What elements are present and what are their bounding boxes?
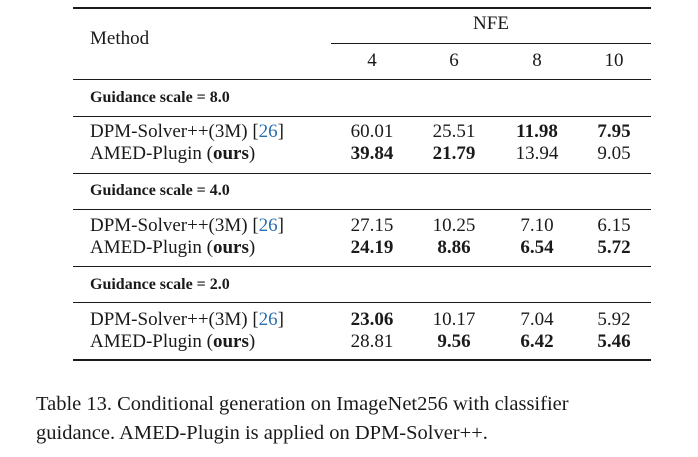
value-cell: 60.01 (350, 121, 394, 142)
value-cell: 28.81 (350, 331, 394, 352)
method-name: DPM-Solver++(3M) [ (90, 309, 259, 330)
method-header: Method (90, 28, 150, 49)
method-cell: AMED-Plugin (ours) (90, 143, 255, 165)
caption-line-2: guidance. AMED-Plugin is applied on DPM-… (36, 422, 488, 444)
value-cell: 9.05 (597, 143, 631, 164)
value-cell-best: 8.86 (437, 237, 471, 258)
value-cell: 7.10 (520, 215, 554, 236)
value-cell-best: 6.42 (520, 331, 554, 352)
value-cell-best: 5.46 (597, 331, 631, 352)
citation-link[interactable]: 26 (258, 309, 278, 330)
value-cell: 5.92 (597, 309, 631, 330)
nfe-col-4: 4 (367, 50, 377, 71)
group-2-top-rule (73, 173, 651, 174)
caption-line-1: Table 13. Conditional generation on Imag… (36, 393, 569, 415)
nfe-header: NFE (473, 13, 509, 34)
method-cell: DPM-Solver++(3M) [26] (90, 215, 284, 237)
value-cell: 13.94 (515, 143, 559, 164)
header-rule (73, 79, 651, 80)
citation-link[interactable]: 26 (258, 215, 278, 236)
method-suffix: ] (277, 215, 284, 236)
value-cell-best: 5.72 (597, 237, 631, 258)
value-cell-best: 21.79 (432, 143, 476, 164)
group-3-top-rule (73, 266, 651, 267)
ours-label: ours (212, 331, 249, 352)
method-name: AMED-Plugin ( (90, 143, 213, 164)
method-suffix: ) (248, 237, 256, 258)
method-name: DPM-Solver++(3M) [ (90, 121, 259, 142)
method-cell: AMED-Plugin (ours) (90, 331, 255, 353)
nfe-underline (331, 43, 651, 44)
value-cell: 7.04 (520, 309, 554, 330)
value-cell: 10.17 (432, 309, 476, 330)
table-caption: Table 13. Conditional generation on Imag… (36, 390, 696, 448)
group-title: Guidance scale = 2.0 (90, 276, 230, 293)
bottom-rule (73, 359, 651, 361)
value-cell: 27.15 (350, 215, 394, 236)
value-cell-best: 23.06 (350, 309, 394, 330)
group-1-rule (73, 116, 651, 117)
group-2-rule (73, 209, 651, 210)
group-3-rule (73, 302, 651, 303)
value-cell: 25.51 (432, 121, 476, 142)
method-suffix: ] (277, 309, 284, 330)
nfe-col-10: 10 (604, 50, 624, 71)
method-name: DPM-Solver++(3M) [ (90, 215, 259, 236)
ours-label: ours (212, 237, 249, 258)
nfe-col-6: 6 (449, 50, 459, 71)
value-cell-best: 24.19 (350, 237, 394, 258)
group-title: Guidance scale = 8.0 (90, 89, 230, 106)
method-name: AMED-Plugin ( (90, 237, 213, 258)
value-cell-best: 9.56 (437, 331, 471, 352)
method-cell: DPM-Solver++(3M) [26] (90, 309, 284, 331)
ours-label: ours (212, 143, 249, 164)
top-rule (73, 7, 651, 9)
method-cell: DPM-Solver++(3M) [26] (90, 121, 284, 143)
method-suffix: ) (248, 143, 256, 164)
method-suffix: ] (277, 121, 284, 142)
value-cell: 6.15 (597, 215, 631, 236)
value-cell: 10.25 (432, 215, 476, 236)
value-cell-best: 7.95 (597, 121, 631, 142)
group-title: Guidance scale = 4.0 (90, 182, 230, 199)
nfe-col-8: 8 (532, 50, 542, 71)
value-cell-best: 39.84 (350, 143, 394, 164)
method-suffix: ) (248, 331, 256, 352)
method-name: AMED-Plugin ( (90, 331, 213, 352)
citation-link[interactable]: 26 (258, 121, 278, 142)
value-cell-best: 11.98 (516, 121, 558, 142)
method-cell: AMED-Plugin (ours) (90, 237, 255, 259)
value-cell-best: 6.54 (520, 237, 554, 258)
